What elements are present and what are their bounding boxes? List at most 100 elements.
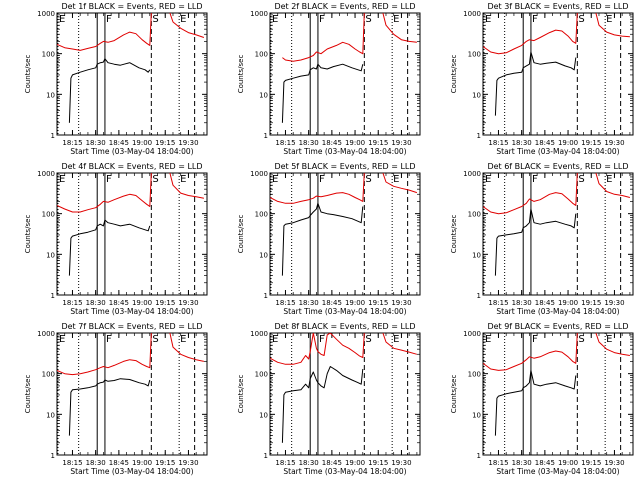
- event-marker-label: F: [319, 14, 325, 25]
- series-group: [483, 173, 631, 276]
- event-marker-label: S: [578, 174, 584, 185]
- x-tick-label: 18:30: [512, 459, 532, 467]
- y-tick-label: 100: [42, 211, 55, 219]
- event-marker-label: S: [365, 174, 371, 185]
- x-tick-label: 18:15: [275, 139, 295, 147]
- x-tick-label: 19:00: [558, 299, 578, 307]
- x-tick-label: 19:15: [368, 299, 388, 307]
- x-tick-label: 19:30: [604, 139, 624, 147]
- panel-title: Det 3f BLACK = Events, RED = LLD: [487, 2, 628, 11]
- x-axis: 18:15 18:30 18:45 19:00 19:15 19:30: [482, 333, 631, 467]
- y-tick-label: 100: [42, 51, 55, 59]
- x-tick-label: 18:15: [62, 299, 82, 307]
- x-axis-label: Start Time (03-May-04 18:04:00): [283, 467, 406, 476]
- event-marker-label: E: [393, 14, 399, 25]
- x-tick-label: 18:45: [322, 459, 342, 467]
- x-tick-label: 18:45: [322, 299, 342, 307]
- event-marker-label: S: [365, 334, 371, 345]
- x-tick-label: 18:45: [535, 459, 555, 467]
- x-tick-label: 18:15: [488, 459, 508, 467]
- y-tick-label: 1000: [37, 330, 55, 338]
- x-tick-label: 19:00: [345, 299, 365, 307]
- y-tick-label: 1000: [463, 10, 481, 18]
- series-line-lld: [282, 13, 365, 62]
- x-tick-label: 19:30: [178, 459, 198, 467]
- y-tick-label: 1000: [463, 330, 481, 338]
- y-axis-label: Counts/sec: [450, 375, 458, 414]
- event-marker-label: S: [578, 14, 584, 25]
- series-group: [270, 173, 418, 276]
- y-tick-label: 10: [472, 91, 481, 99]
- plot-frame: [56, 332, 208, 456]
- x-tick-label: 19:00: [132, 139, 152, 147]
- panel-det-9: Det 9f BLACK = Events, RED = LLD 1 10 100 10…: [450, 322, 634, 476]
- series-line-lld: [595, 173, 631, 198]
- event-marker-label: E: [393, 174, 399, 185]
- series-group: [270, 333, 418, 443]
- x-axis: 18:15 18:30 18:45 19:00 19:15 19:30: [56, 13, 205, 147]
- series-line-lld: [483, 333, 578, 371]
- series-line-lld: [595, 333, 630, 356]
- y-tick-label: 100: [255, 51, 268, 59]
- y-axis-label: Counts/sec: [24, 375, 32, 414]
- x-tick-label: 19:15: [581, 299, 601, 307]
- x-tick-label: 18:45: [109, 459, 129, 467]
- y-tick-label: 10: [259, 91, 268, 99]
- x-tick-label: 18:15: [62, 459, 82, 467]
- event-marker-label: F: [532, 174, 538, 185]
- series-line-lld: [270, 173, 365, 204]
- x-tick-label: 18:15: [275, 299, 295, 307]
- x-tick-label: 19:00: [132, 299, 152, 307]
- x-tick-label: 19:30: [604, 299, 624, 307]
- event-marker-label: F: [319, 334, 325, 345]
- y-tick-label: 10: [259, 251, 268, 259]
- y-tick-label: 100: [255, 211, 268, 219]
- y-tick-label: 100: [468, 371, 481, 379]
- x-tick-label: 18:30: [86, 299, 106, 307]
- series-line-lld: [57, 333, 152, 376]
- x-tick-label: 19:00: [132, 459, 152, 467]
- y-tick-label: 1: [51, 292, 55, 300]
- x-axis-label: Start Time (03-May-04 18:04:00): [283, 307, 406, 316]
- x-tick-label: 18:30: [299, 459, 319, 467]
- panel-title: Det 2f BLACK = Events, RED = LLD: [274, 2, 415, 11]
- y-tick-label: 1: [477, 132, 481, 140]
- panel-det-3: Det 3f BLACK = Events, RED = LLD 1 10 100 10…: [450, 2, 634, 156]
- x-axis-label: Start Time (03-May-04 18:04:00): [496, 307, 619, 316]
- x-tick-label: 19:15: [581, 139, 601, 147]
- series-line-events: [281, 202, 364, 276]
- plot-frame: [269, 332, 421, 456]
- series-line-lld: [382, 13, 417, 43]
- event-marker-label: E: [272, 14, 278, 25]
- y-tick-label: 10: [259, 411, 268, 419]
- series-line-lld: [483, 13, 578, 55]
- y-tick-label: 1: [264, 452, 268, 460]
- x-tick-label: 18:45: [535, 299, 555, 307]
- event-marker-label: E: [485, 174, 491, 185]
- event-marker-label: F: [106, 174, 112, 185]
- y-tick-label: 100: [468, 211, 481, 219]
- x-axis-label: Start Time (03-May-04 18:04:00): [496, 147, 619, 156]
- x-axis: 18:15 18:30 18:45 19:00 19:15 19:30: [269, 13, 418, 147]
- event-marker-label: E: [59, 14, 65, 25]
- event-marker-label: F: [319, 174, 325, 185]
- panel-title: Det 5f BLACK = Events, RED = LLD: [274, 162, 415, 171]
- x-tick-label: 18:15: [275, 459, 295, 467]
- panel-det-4: Det 4f BLACK = Events, RED = LLD 1 10 100 10…: [24, 162, 208, 316]
- x-tick-label: 18:30: [86, 459, 106, 467]
- x-tick-label: 19:15: [368, 139, 388, 147]
- event-marker-label: S: [152, 334, 158, 345]
- y-axis-label: Counts/sec: [237, 215, 245, 254]
- series-line-events: [494, 369, 577, 436]
- y-axis-label: Counts/sec: [237, 375, 245, 414]
- x-tick-label: 19:00: [345, 139, 365, 147]
- x-tick-label: 18:45: [535, 139, 555, 147]
- x-tick-label: 19:00: [558, 139, 578, 147]
- event-marker-label: E: [606, 14, 612, 25]
- series-line-lld: [57, 173, 152, 213]
- event-marker-label: E: [180, 334, 186, 345]
